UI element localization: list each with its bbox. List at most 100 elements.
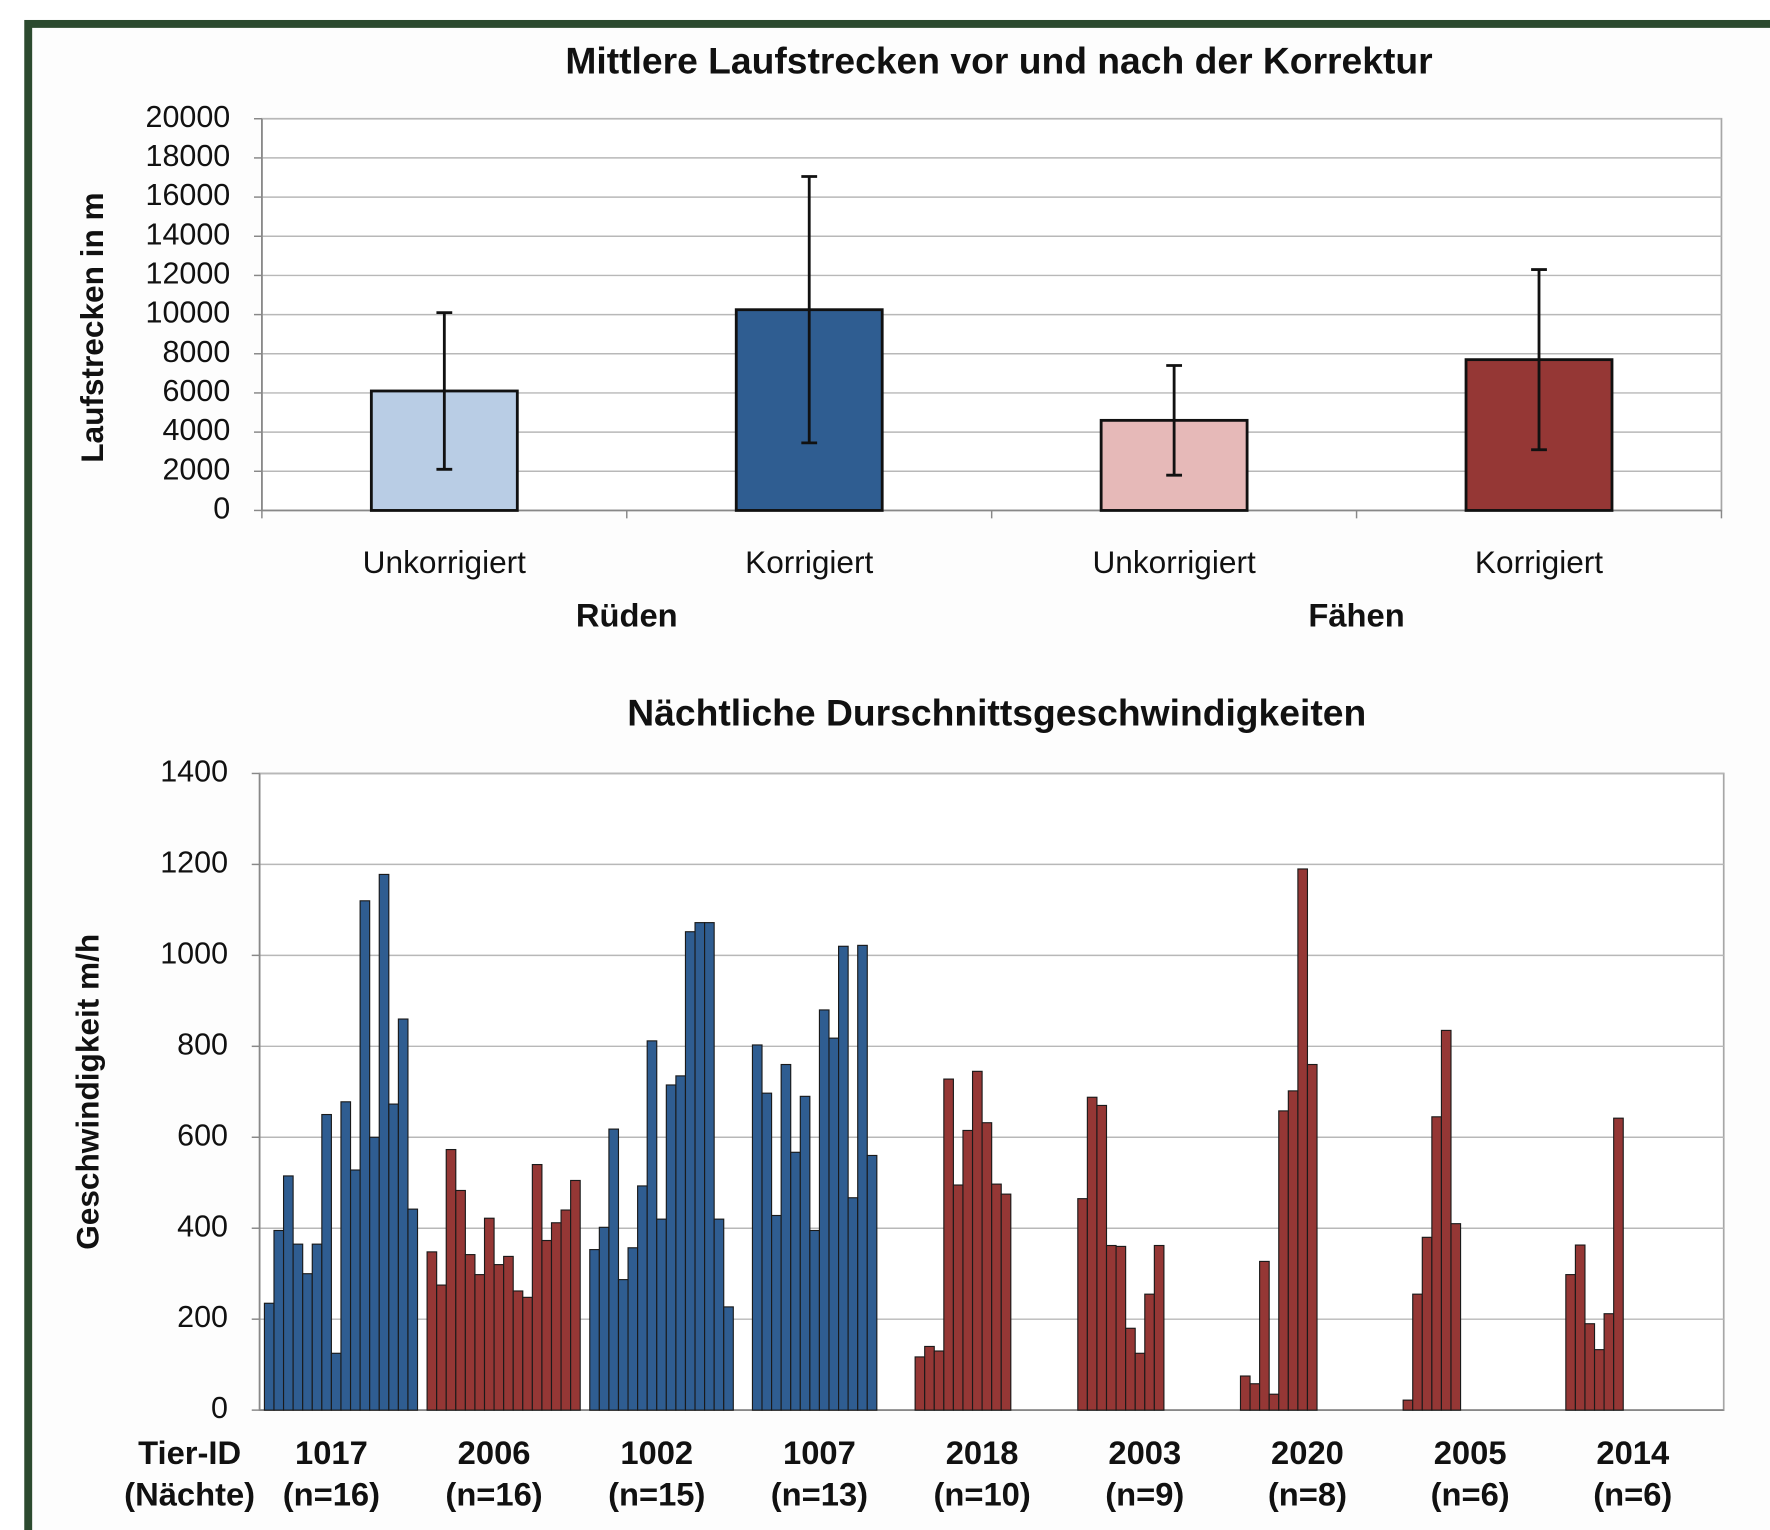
group-label: (n=13) — [771, 1476, 868, 1513]
bar — [1412, 1293, 1423, 1411]
bar — [388, 1103, 399, 1411]
bar — [311, 1243, 323, 1411]
bar — [818, 1009, 830, 1411]
y-tick-label: 800 — [177, 1027, 228, 1061]
bar — [838, 945, 849, 1411]
bar — [273, 1229, 285, 1411]
bar — [493, 1264, 505, 1411]
group-label: 2005 — [1434, 1434, 1507, 1471]
bar — [933, 1350, 945, 1411]
bar — [704, 922, 715, 1411]
group-label: 2020 — [1271, 1434, 1344, 1471]
bar — [1096, 1104, 1108, 1411]
bar — [847, 1197, 859, 1411]
bar — [981, 1122, 993, 1411]
bar — [340, 1101, 352, 1411]
bar — [1297, 868, 1309, 1411]
bar — [952, 1184, 964, 1411]
bar — [302, 1273, 313, 1411]
y-tick-label: 12000 — [146, 256, 231, 290]
bar — [627, 1247, 639, 1411]
bar — [656, 1218, 667, 1411]
bar — [684, 931, 696, 1411]
bar — [436, 1284, 447, 1411]
group-label: (n=6) — [1431, 1476, 1510, 1513]
y-tick-label: 1200 — [160, 845, 228, 879]
bar — [1125, 1327, 1136, 1411]
bar — [608, 1128, 620, 1411]
bar — [1259, 1260, 1270, 1411]
bar — [637, 1185, 648, 1411]
bar — [1144, 1293, 1155, 1411]
bar — [330, 1352, 342, 1411]
x-axis-title: Tier-ID — [138, 1434, 241, 1471]
chart-title: Nächtliche Durschnittsgeschwindigkeiten — [627, 692, 1366, 734]
y-tick-label: 600 — [177, 1118, 228, 1152]
y-tick-label: 2000 — [162, 452, 230, 486]
group-label: (n=8) — [1268, 1476, 1347, 1513]
y-tick-label: 400 — [177, 1209, 228, 1243]
bar — [349, 1169, 361, 1411]
bar — [598, 1226, 610, 1411]
group-label: (n=6) — [1593, 1476, 1672, 1513]
chart-title: Mittlere Laufstrecken vor und nach der K… — [565, 39, 1432, 81]
x-axis-title: (Nächte) — [124, 1476, 255, 1513]
bar — [397, 1018, 409, 1411]
y-tick-label: 1000 — [160, 936, 228, 970]
bar — [828, 1037, 840, 1411]
bar — [359, 900, 371, 1411]
bar — [541, 1239, 553, 1411]
bar — [1000, 1193, 1012, 1411]
bar — [570, 1179, 581, 1411]
bar — [1249, 1383, 1261, 1411]
bar — [790, 1151, 801, 1411]
bar — [1278, 1110, 1289, 1411]
bar — [617, 1279, 629, 1411]
bar — [723, 1306, 734, 1411]
group-label: Rüden — [576, 596, 678, 633]
x-tick-label: Unkorrigiert — [363, 544, 526, 580]
y-tick-label: 8000 — [162, 335, 230, 369]
bar — [1584, 1323, 1596, 1411]
group-label: (n=9) — [1105, 1476, 1184, 1513]
group-label: (n=16) — [445, 1476, 542, 1513]
y-axis-title: Laufstrecken in m — [74, 192, 110, 462]
y-tick-label: 6000 — [162, 374, 230, 408]
group-label: 1007 — [783, 1434, 856, 1471]
bar — [713, 1218, 725, 1411]
y-tick-label: 1400 — [160, 755, 228, 789]
bar — [1115, 1245, 1127, 1411]
bar — [914, 1356, 926, 1411]
bar — [665, 1084, 677, 1411]
bar — [1153, 1244, 1165, 1411]
bar — [550, 1222, 562, 1411]
bar — [809, 1229, 820, 1411]
bar — [1134, 1352, 1146, 1411]
bar — [1077, 1198, 1088, 1411]
group-label: 1002 — [620, 1434, 693, 1471]
bar — [780, 1063, 792, 1411]
y-tick-label: 0 — [213, 491, 230, 525]
bar — [1268, 1393, 1280, 1411]
bar — [1603, 1313, 1615, 1411]
y-tick-label: 16000 — [146, 178, 231, 212]
bar — [589, 1249, 600, 1411]
bar — [991, 1183, 1002, 1411]
bar — [1440, 1029, 1452, 1411]
bar — [1105, 1244, 1117, 1411]
group-label: 2018 — [946, 1434, 1019, 1471]
x-tick-label: Unkorrigiert — [1092, 544, 1255, 580]
bar — [1287, 1090, 1299, 1411]
bar — [464, 1254, 476, 1411]
bar — [282, 1175, 294, 1411]
bar — [1086, 1096, 1098, 1411]
bar — [369, 1136, 380, 1411]
x-tick-label: Korrigiert — [1475, 544, 1603, 580]
bar — [522, 1296, 533, 1411]
bar — [771, 1214, 782, 1411]
bar — [971, 1070, 983, 1411]
bar — [512, 1290, 524, 1411]
y-tick-label: 18000 — [146, 139, 231, 173]
bar — [426, 1251, 438, 1411]
